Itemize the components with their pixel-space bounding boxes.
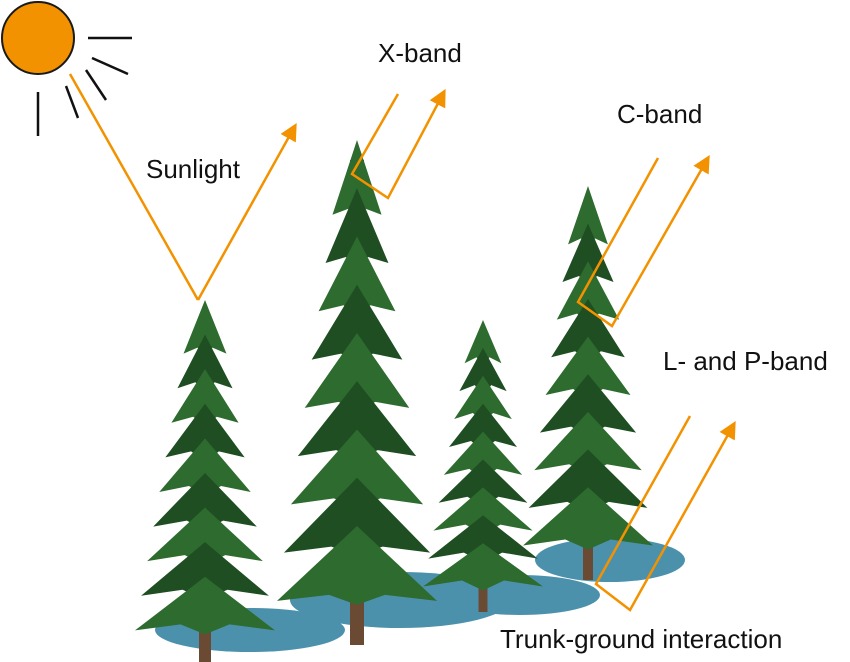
tree-foliage-tier	[318, 236, 396, 316]
trunk-ground-label: Trunk-ground interaction	[500, 624, 783, 654]
tree-foliage-tier	[443, 431, 523, 479]
tree-foliage-tier	[428, 515, 538, 563]
tree-foliage-tier	[562, 223, 614, 287]
x-band-label: X-band	[378, 38, 462, 68]
tree-foliage-tier	[141, 542, 269, 600]
conifer-tree-icon	[135, 300, 275, 662]
sun-ray	[64, 85, 80, 119]
x-band-arrow	[350, 88, 446, 200]
tree-foliage-tier	[135, 576, 275, 635]
sunlight-incident-ray	[68, 73, 200, 301]
tree-foliage-tier	[290, 429, 424, 509]
lp-band-path	[594, 415, 736, 612]
tree-foliage-tier	[551, 298, 625, 362]
conifer-tree-icon	[423, 320, 543, 612]
sun-icon	[1, 1, 132, 136]
tree-foliage-tier	[311, 284, 403, 364]
tree-foliage-tier	[534, 411, 642, 475]
c-band-arrow	[576, 154, 710, 328]
conifer-tree-icon	[277, 140, 437, 645]
tree-foliage-tier	[423, 543, 543, 591]
tree-foliage-tier	[539, 374, 637, 437]
tree-foliage-tier	[147, 507, 263, 566]
tree-foliage-tier	[171, 369, 239, 427]
sun-ray	[91, 56, 129, 76]
tree-foliage-tier	[459, 347, 507, 396]
tree-foliage-tier	[523, 487, 653, 550]
x-band-path	[350, 88, 446, 200]
tree-foliage-tier	[183, 300, 227, 358]
tree-foliage-tier	[177, 334, 233, 393]
tree-foliage-tier	[545, 336, 631, 399]
tree-foliage-tier	[297, 381, 417, 461]
sun-ray	[84, 69, 108, 101]
lp-band-arrow	[594, 415, 736, 612]
tree-foliage-tier	[332, 140, 382, 219]
tree-foliage-tier	[283, 477, 431, 557]
c-band-label: C-band	[617, 99, 703, 129]
tree-foliage-tier	[449, 403, 517, 451]
tree-foliage-tier	[304, 333, 410, 412]
tree-foliage-tier	[454, 375, 512, 424]
sunlight-label: Sunlight	[146, 154, 240, 184]
l-p-band-label: L- and P-band	[663, 346, 828, 376]
sunlight-reflected-arrow	[196, 122, 297, 301]
tree-foliage-tier	[528, 449, 648, 512]
tree-foliage-tier	[433, 487, 533, 535]
sunlight-path	[68, 73, 297, 301]
tree-foliage-tier	[325, 188, 389, 268]
tree-foliage-tier	[165, 403, 245, 462]
tree-foliage-tier	[568, 186, 608, 249]
tree-foliage-tier	[438, 459, 528, 507]
c-band-path	[576, 154, 710, 328]
sun-disc	[1, 1, 75, 75]
tree-foliage-tier	[556, 261, 620, 324]
tree-foliage-tier	[153, 472, 257, 531]
conifer-tree-icon	[523, 186, 653, 580]
tree-foliage-tier	[277, 526, 437, 605]
tree-foliage-tier	[464, 320, 502, 368]
tree-foliage-tier	[159, 438, 251, 496]
trees	[135, 140, 653, 662]
